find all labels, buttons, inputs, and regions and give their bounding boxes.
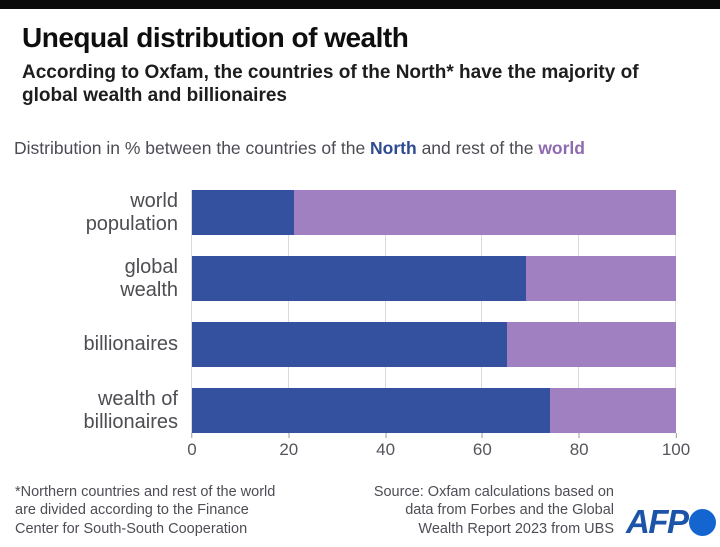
tick-label: 40 [376, 440, 396, 459]
category-label: world population [85, 190, 178, 235]
caption-prefix: Distribution in % between the countries … [14, 138, 371, 158]
gridline-0 [191, 190, 192, 433]
bar-track [192, 190, 676, 235]
gridline-80 [578, 190, 580, 433]
source-credit: Source: Oxfam calculations based on data… [373, 484, 614, 537]
category-label: global wealth [120, 256, 178, 301]
gridlines-layer [191, 190, 676, 433]
bar-segment-north-row0 [192, 190, 294, 235]
chart-caption: Distribution in % between the countries … [14, 138, 585, 159]
bar-track [192, 388, 676, 433]
gridline-100 [675, 190, 676, 433]
chart-row-billionaires: billionaires [12, 322, 676, 367]
bar-segment-rest-row3 [550, 388, 676, 433]
category-label: billionaires [83, 333, 179, 356]
tick-label: 20 [279, 440, 299, 459]
x-tick-40: 40 [376, 433, 395, 460]
chart-row-world-population: world population [12, 190, 676, 235]
gridline-60 [481, 190, 483, 433]
page-title: Unequal distribution of wealth [22, 22, 409, 53]
subtitle: According to Oxfam, the countries of the… [22, 62, 639, 106]
tick-label: 0 [187, 440, 197, 459]
bar-chart: world population global wealth billionai… [12, 190, 690, 463]
chart-rows: world population global wealth billionai… [12, 190, 676, 433]
afp-globe-icon [688, 508, 716, 536]
x-axis: 0 20 40 60 80 100 [187, 433, 690, 463]
tick-label: 100 [661, 440, 691, 459]
tick-label: 60 [472, 440, 492, 459]
bar-segment-north-row3 [192, 388, 551, 433]
bar-segment-north-row2 [192, 322, 507, 367]
afp-logo: AFP [626, 503, 716, 541]
tick-mark [288, 433, 290, 438]
x-tick-60: 60 [473, 433, 492, 460]
x-tick-20: 20 [279, 433, 298, 460]
tick-label: 80 [569, 440, 589, 459]
caption-world-word: world [538, 138, 585, 158]
chart-row-global-wealth: global wealth [12, 256, 676, 301]
chart-row-wealth-of-billionaires: wealth of billionaires [12, 388, 676, 433]
tick-mark [675, 433, 677, 438]
x-tick-100: 100 [662, 433, 690, 460]
x-tick-0: 0 [187, 433, 197, 460]
bar-segment-north-row1 [192, 256, 526, 301]
gridline-20 [287, 190, 289, 433]
bar-segment-rest-row2 [506, 322, 676, 367]
category-label: wealth of billionaires [83, 388, 179, 433]
caption-middle: and rest of the [416, 138, 539, 158]
footnote: *Northern countries and rest of the worl… [15, 484, 276, 537]
bar-track [192, 322, 676, 367]
tick-mark [481, 433, 483, 438]
gridline-40 [384, 190, 386, 433]
bar-track [192, 256, 676, 301]
afp-logo-text: AFP [626, 503, 689, 540]
bar-segment-rest-row0 [293, 190, 676, 235]
tick-mark [385, 433, 387, 438]
top-black-bar [0, 0, 720, 9]
x-tick-80: 80 [570, 433, 589, 460]
tick-mark [191, 433, 193, 438]
bar-segment-rest-row1 [525, 256, 676, 301]
caption-north-word: North [370, 138, 417, 158]
tick-mark [578, 433, 580, 438]
